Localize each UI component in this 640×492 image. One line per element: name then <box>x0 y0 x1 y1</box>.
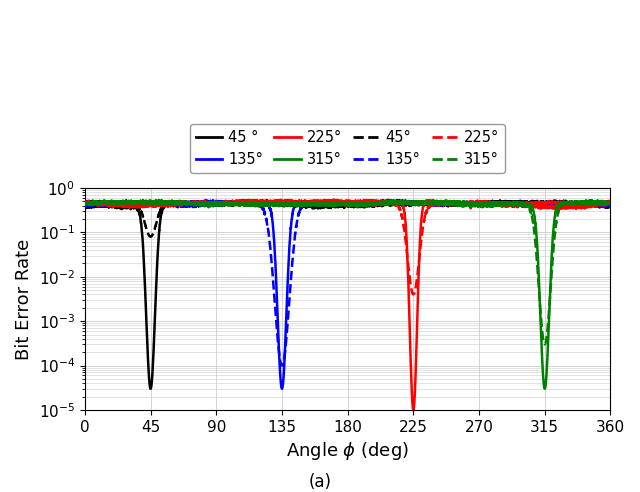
X-axis label: Angle $\phi$ (deg): Angle $\phi$ (deg) <box>286 440 409 462</box>
Y-axis label: Bit Error Rate: Bit Error Rate <box>15 238 33 360</box>
Legend: 45 °, 135°, 225°, 315°, 45°, 135°, 225°, 315°: 45 °, 135°, 225°, 315°, 45°, 135°, 225°,… <box>190 124 506 173</box>
Text: (a): (a) <box>308 473 332 491</box>
